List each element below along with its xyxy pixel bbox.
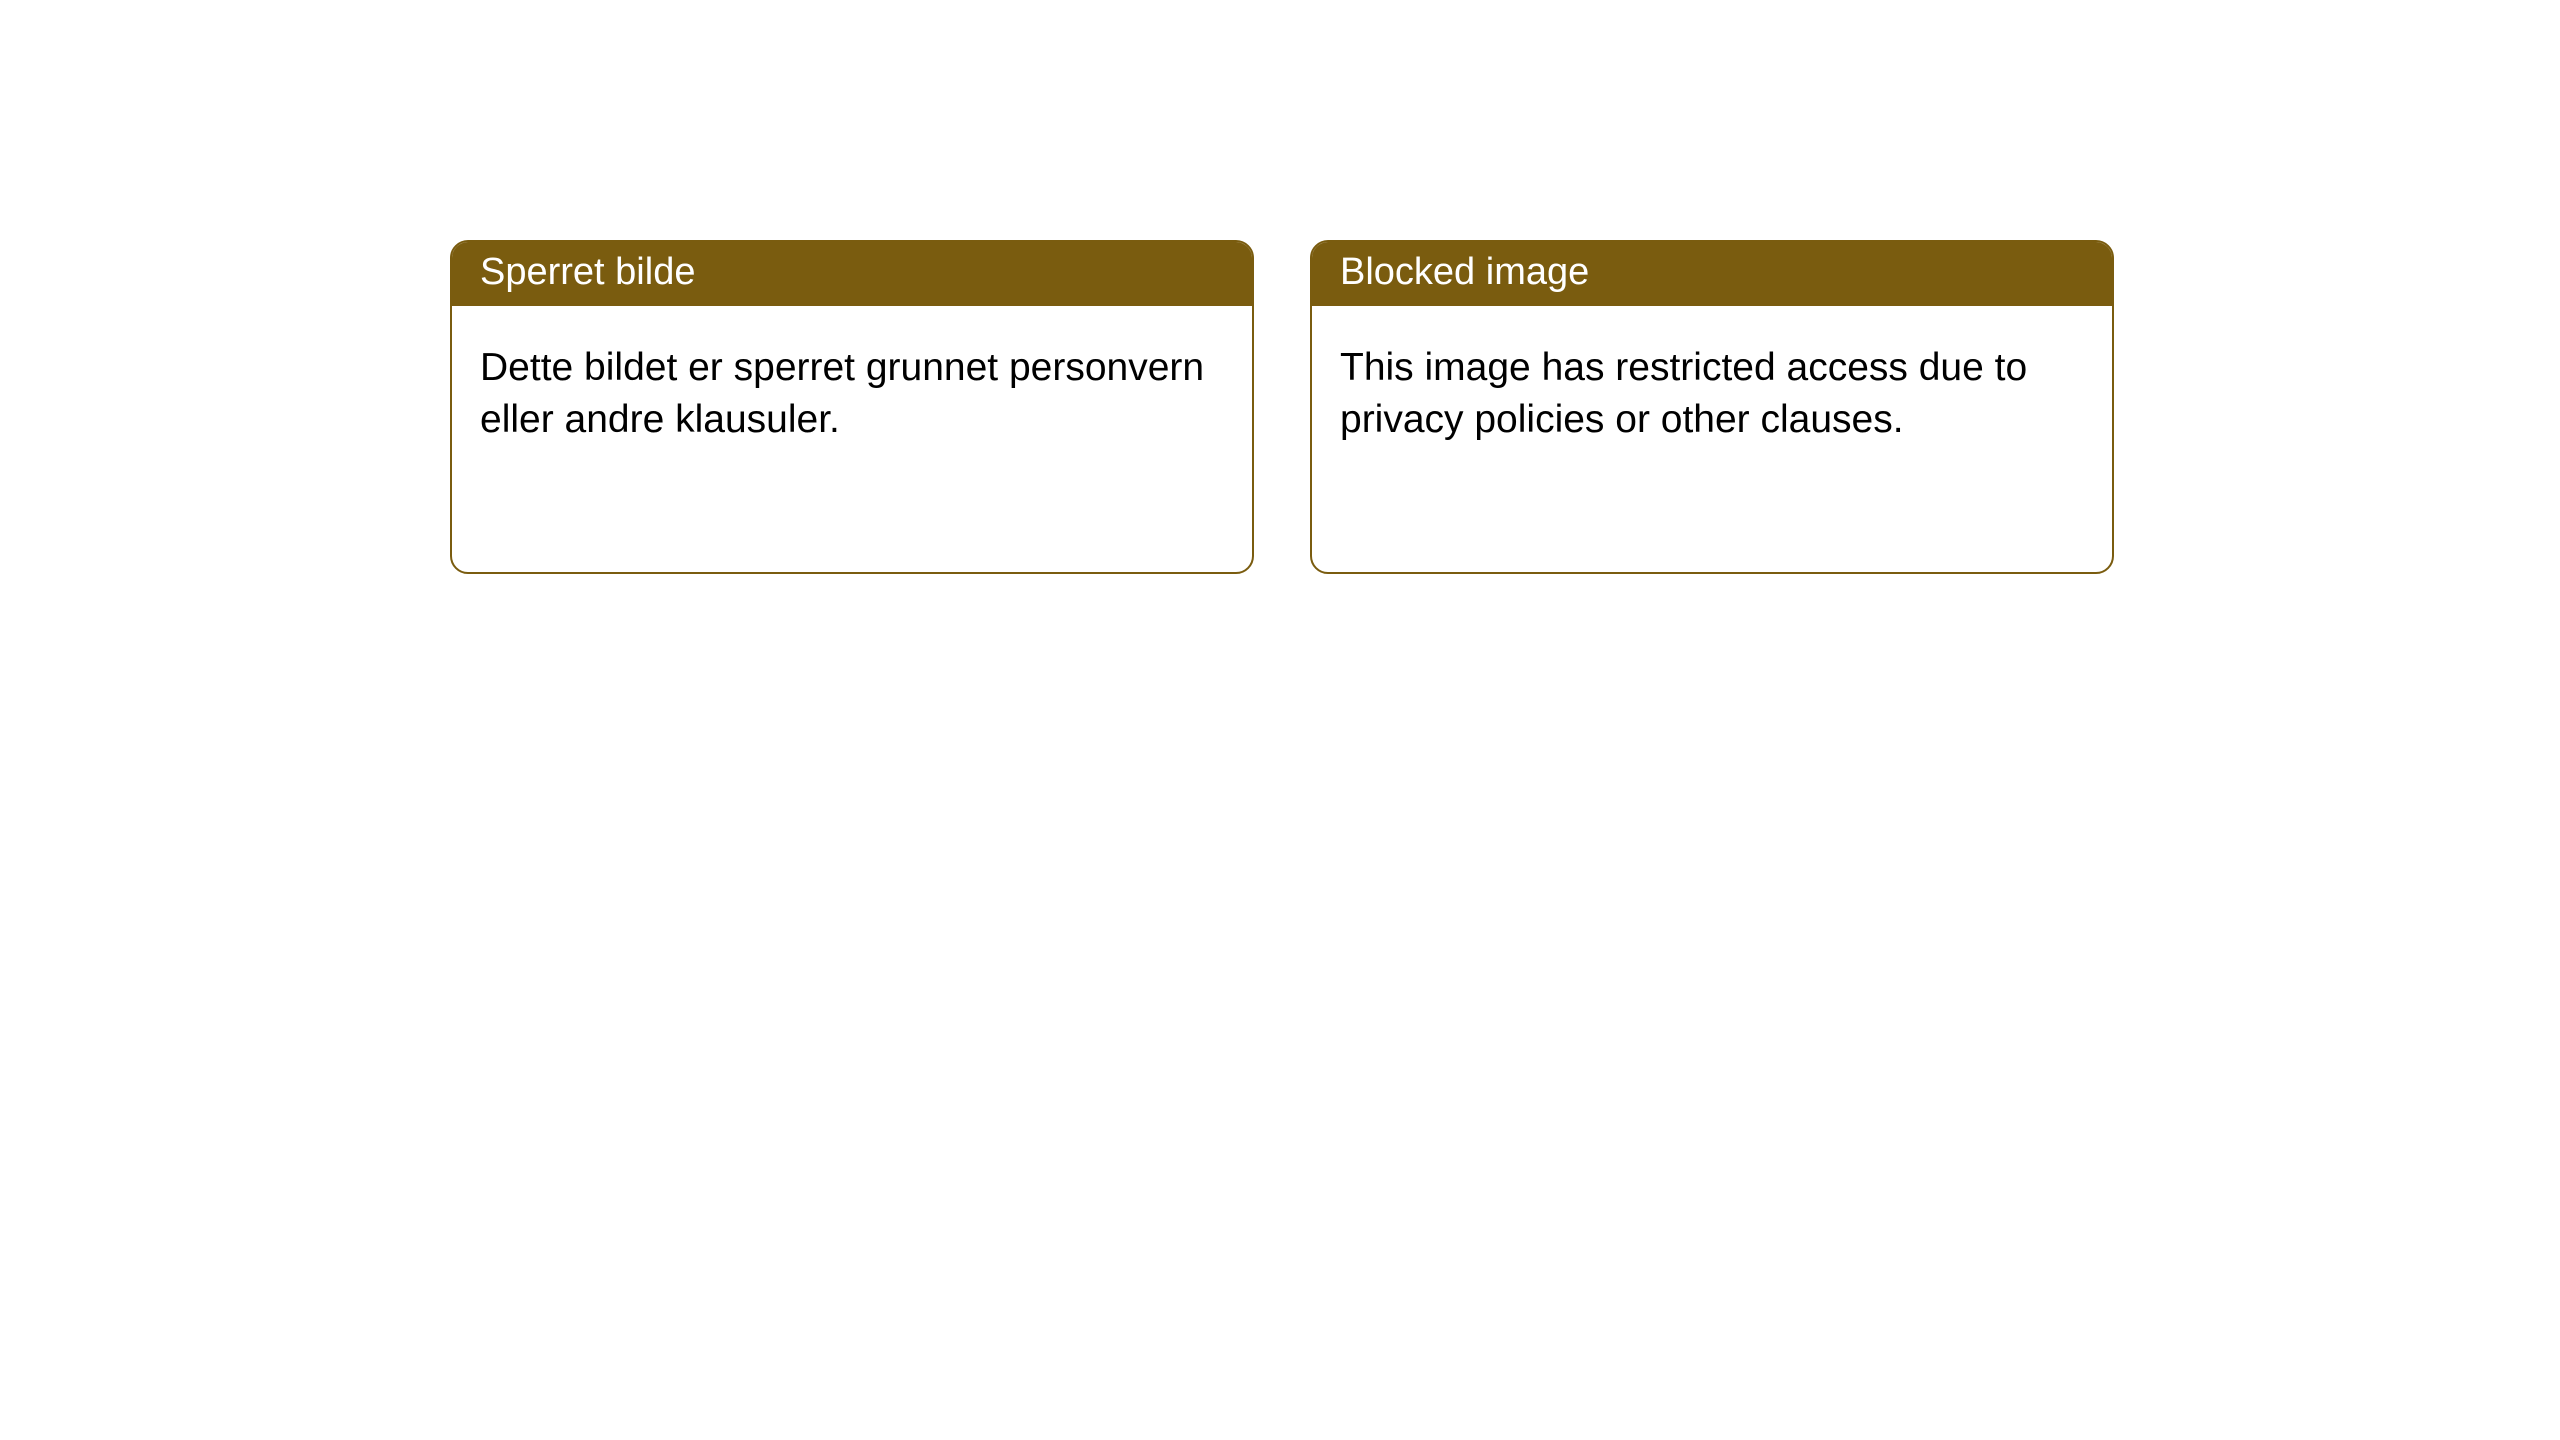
- notice-container: Sperret bilde Dette bildet er sperret gr…: [0, 0, 2560, 574]
- notice-title: Blocked image: [1340, 251, 1589, 293]
- notice-title: Sperret bilde: [480, 251, 695, 293]
- notice-header: Sperret bilde: [452, 242, 1252, 306]
- notice-card-english: Blocked image This image has restricted …: [1310, 240, 2114, 574]
- notice-header: Blocked image: [1312, 242, 2112, 306]
- notice-body: Dette bildet er sperret grunnet personve…: [452, 306, 1252, 467]
- notice-body-text: Dette bildet er sperret grunnet personve…: [480, 346, 1204, 442]
- notice-body-text: This image has restricted access due to …: [1340, 346, 2027, 442]
- notice-card-norwegian: Sperret bilde Dette bildet er sperret gr…: [450, 240, 1254, 574]
- notice-body: This image has restricted access due to …: [1312, 306, 2112, 467]
